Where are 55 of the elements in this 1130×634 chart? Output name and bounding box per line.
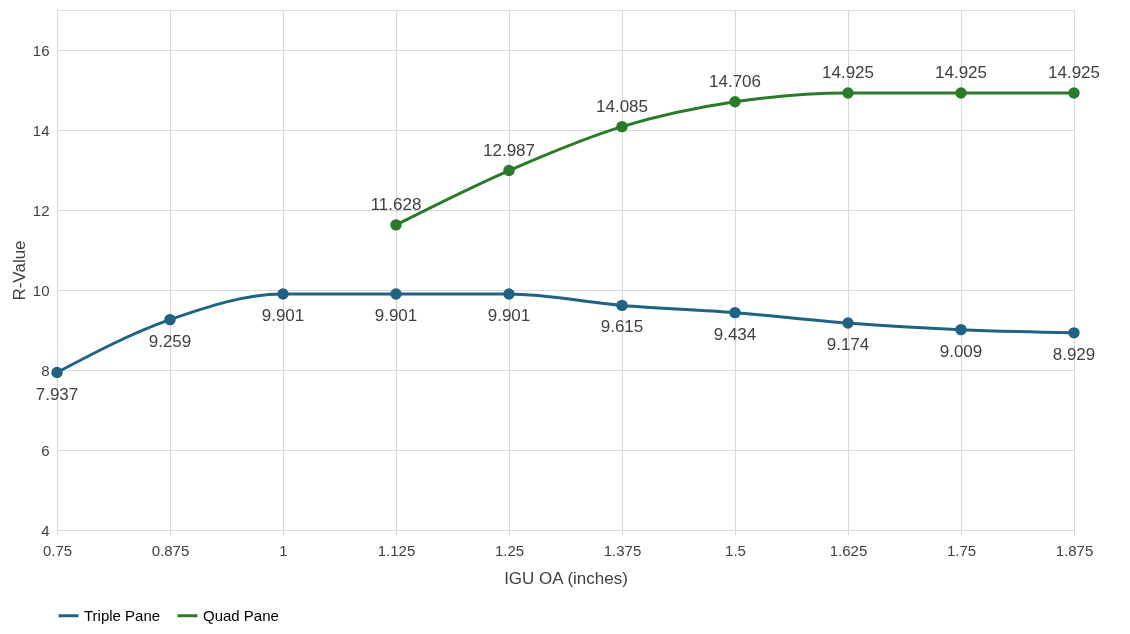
point	[616, 299, 628, 312]
y-tick-label: 14	[32, 121, 50, 139]
point	[955, 323, 967, 336]
data-label: 7.937	[35, 384, 79, 404]
x-tick-label: 0.875	[151, 541, 190, 559]
data-label: 14.925	[935, 63, 987, 82]
data-label: 9.615	[600, 317, 644, 337]
data-label: 11.628	[370, 194, 422, 214]
point	[1068, 87, 1080, 99]
y-tick-label: 10	[32, 281, 50, 299]
point	[842, 317, 854, 329]
data-label: 9.434	[713, 324, 757, 344]
data-label: 14.925	[1048, 63, 1100, 82]
point	[503, 288, 515, 300]
data-label: 9.901	[374, 305, 418, 325]
data-label: 9.901	[487, 305, 531, 325]
point	[277, 288, 289, 300]
point	[729, 96, 741, 108]
point	[390, 219, 402, 231]
y-tick-label: 8	[41, 361, 50, 379]
y-tick-label: 12	[32, 201, 50, 219]
data-label: 8.929	[1052, 344, 1096, 364]
x-tick-label: 1.625	[829, 541, 868, 559]
y-tick-label: 6	[41, 441, 50, 459]
point	[503, 164, 515, 177]
y-tick-label: 4	[41, 521, 50, 539]
x-tick-label: 1.875	[1055, 541, 1094, 559]
x-tick-label: 1.125	[377, 541, 416, 559]
y-axis-title: R-Value	[9, 240, 29, 301]
y-tick-label: 16	[32, 41, 50, 59]
x-tick-label: 0.75	[42, 541, 73, 559]
data-label: 14.706	[709, 71, 761, 91]
data-label: 9.174	[826, 335, 870, 355]
x-tick-label: 1.75	[946, 541, 977, 559]
data-label: 9.009	[939, 341, 983, 361]
x-tick-label: 1.25	[494, 541, 525, 559]
legend-label: Triple Pane	[84, 606, 161, 624]
data-label: 14.085	[596, 96, 648, 116]
data-label: 9.901	[261, 305, 305, 325]
x-tick-label: 1	[279, 541, 288, 559]
data-label: 12.987	[483, 140, 535, 160]
point	[164, 313, 176, 326]
point	[390, 288, 402, 300]
point	[616, 120, 628, 133]
data-label: 9.259	[148, 331, 192, 351]
point	[1068, 327, 1080, 339]
x-tick-label: 1.5	[725, 541, 746, 559]
point	[955, 87, 967, 99]
point	[842, 87, 854, 99]
x-tick-label: 1.375	[603, 541, 642, 559]
legend-label: Quad Pane	[203, 606, 279, 624]
point	[729, 306, 741, 319]
point	[51, 366, 63, 379]
data-label: 14.925	[822, 63, 874, 82]
x-axis-title: IGU OA (inches)	[504, 568, 628, 588]
